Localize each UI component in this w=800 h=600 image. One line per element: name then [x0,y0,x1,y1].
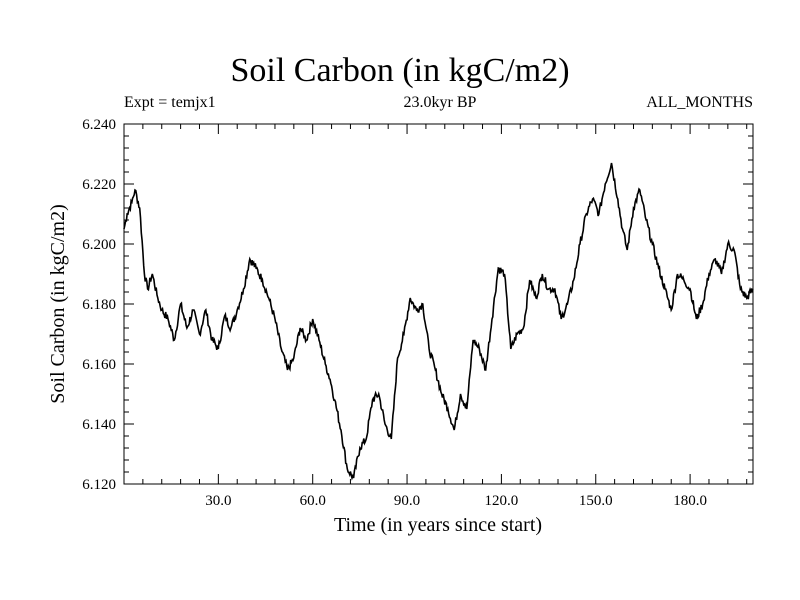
months-label: ALL_MONTHS [646,94,753,111]
y-tick-label: 6.200 [82,237,116,253]
chart-title: Soil Carbon (in kgC/m2) [230,52,570,89]
y-tick-label: 6.220 [82,177,116,193]
x-tick-label: 180.0 [673,493,707,509]
y-tick-label: 6.240 [82,117,116,133]
period-label: 23.0kyr BP [403,94,477,111]
y-tick-label: 6.120 [82,477,116,493]
x-tick-label: 60.0 [300,493,326,509]
plot-frame [123,123,754,485]
experiment-label: Expt = temjx1 [124,94,216,111]
y-axis-label: Soil Carbon (in kgC/m2) [47,204,69,403]
series-line [123,162,754,481]
x-axis-label: Time (in years since start) [334,514,542,536]
y-tick-label: 6.180 [82,297,116,313]
y-tick-label: 6.140 [82,417,116,433]
x-tick-label: 30.0 [205,493,231,509]
x-tick-label: 150.0 [579,493,613,509]
x-tick-label: 90.0 [394,493,420,509]
x-tick-label: 120.0 [485,493,519,509]
y-tick-label: 6.160 [82,357,116,373]
